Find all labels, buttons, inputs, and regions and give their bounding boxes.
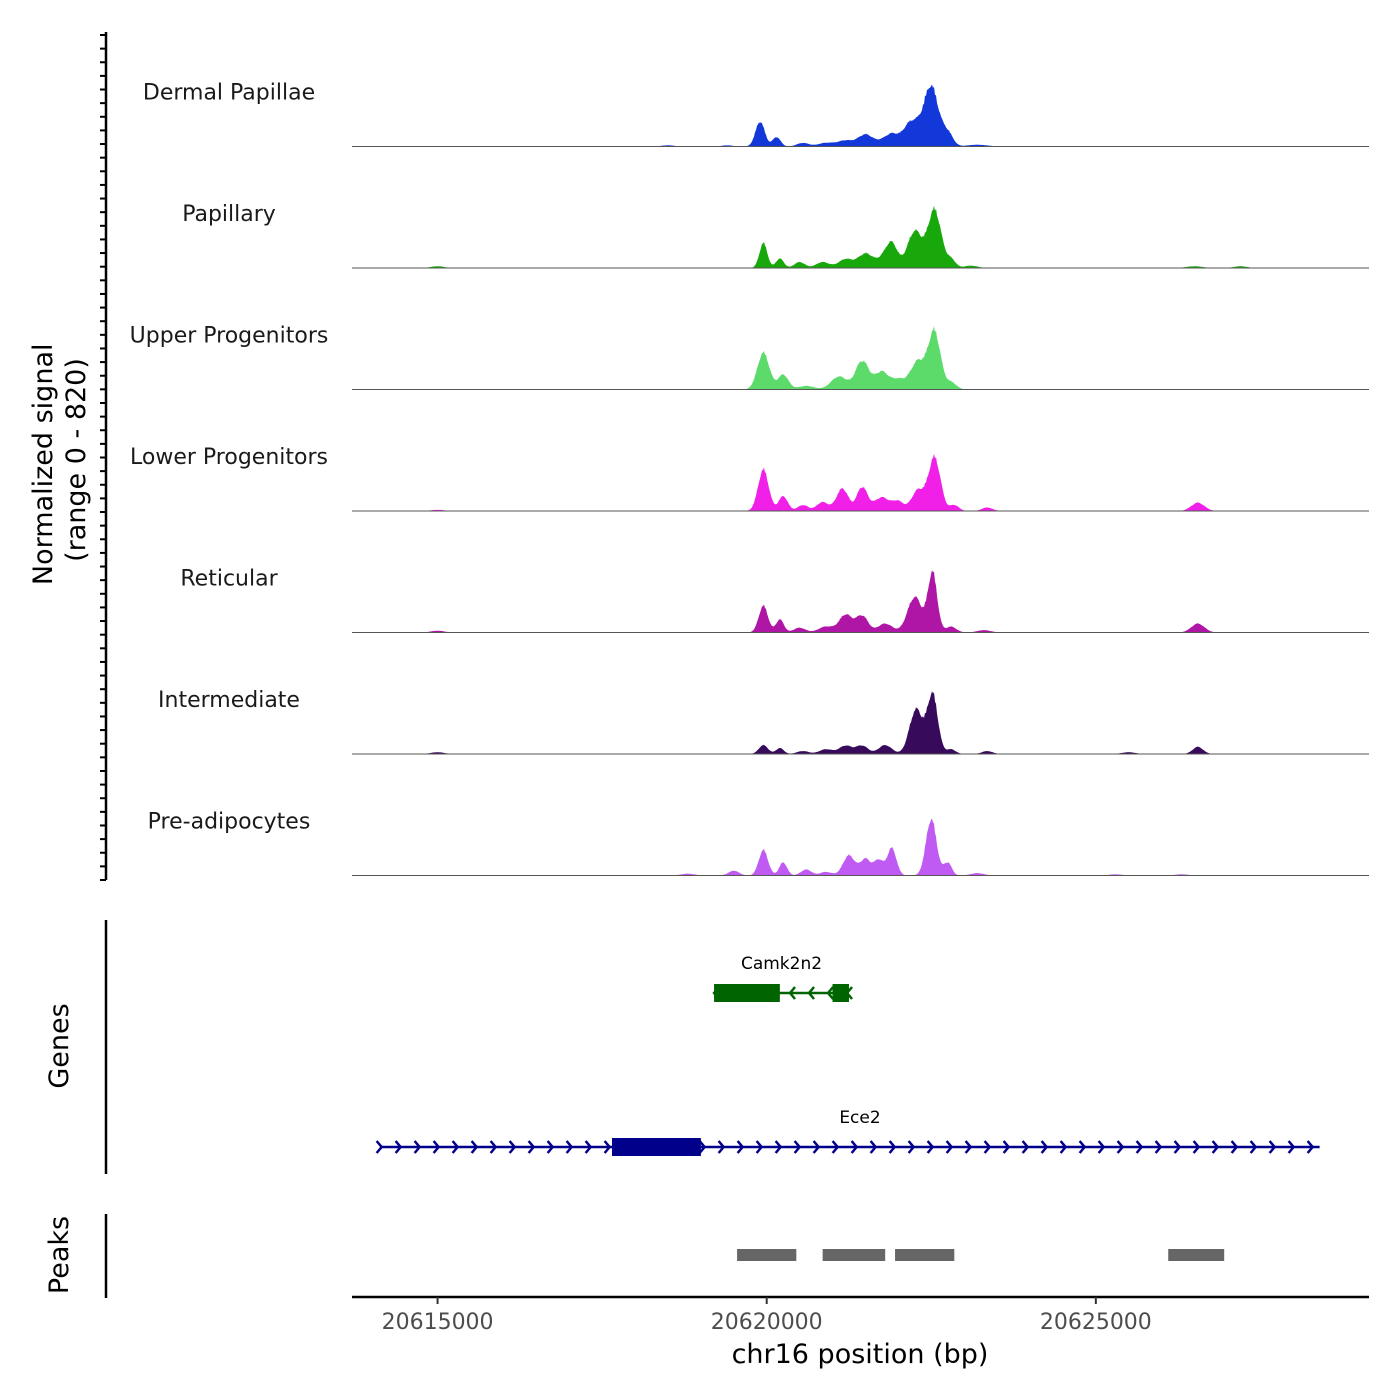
strand-arrow: [1154, 1140, 1163, 1154]
strand-arrow: [774, 1140, 783, 1154]
strand-arrow: [1268, 1140, 1277, 1154]
strand-arrow: [826, 986, 834, 1000]
x-tick-label: 20615000: [382, 1310, 494, 1335]
strand-arrow: [1002, 1140, 1011, 1154]
strand-arrow: [508, 1140, 517, 1154]
gene-ece2: Ece2: [375, 1108, 1320, 1156]
strand-arrow: [1249, 1140, 1258, 1154]
x-tick-label: 20620000: [711, 1310, 823, 1335]
strand-arrow: [565, 1140, 574, 1154]
strand-arrow: [1306, 1140, 1315, 1154]
track-label: Dermal Papillae: [143, 81, 315, 106]
strand-arrow: [1059, 1140, 1068, 1154]
signal-area: [352, 453, 1369, 511]
strand-arrow: [907, 1140, 916, 1154]
strand-arrow: [1192, 1140, 1201, 1154]
track-6: Pre-adipocytes: [148, 810, 1369, 876]
exon: [714, 984, 780, 1002]
peaks-label: Peaks: [44, 1216, 75, 1294]
strand-arrow: [432, 1140, 441, 1154]
strand-arrow: [698, 1140, 707, 1154]
track-1: Papillary: [182, 202, 1369, 269]
track-0: Dermal Papillae: [143, 81, 1369, 147]
track-label: Upper Progenitors: [130, 324, 329, 349]
peak-region: [895, 1249, 955, 1261]
signal-tracks: Dermal Papillae Papillary Upper Progenitor…: [130, 81, 1369, 876]
strand-arrow: [964, 1140, 973, 1154]
strand-arrow: [1230, 1140, 1239, 1154]
strand-arrow: [788, 986, 796, 1000]
strand-arrow: [394, 1140, 403, 1154]
strand-arrow: [831, 1140, 840, 1154]
signal-y-label-line1: Normalized signal: [28, 344, 59, 586]
exon: [612, 1138, 701, 1156]
strand-arrow: [603, 1140, 612, 1154]
signal-y-label-line2: (range 0 - 820): [61, 358, 92, 562]
strand-arrow: [926, 1140, 935, 1154]
track-3: Lower Progenitors: [130, 445, 1369, 512]
gene-track: Camk2n2 Ece2: [375, 954, 1320, 1156]
strand-arrow: [470, 1140, 479, 1154]
strand-arrow: [1135, 1140, 1144, 1154]
strand-arrow: [1287, 1140, 1296, 1154]
track-label: Reticular: [180, 567, 278, 592]
signal-area: [352, 818, 1369, 876]
strand-arrow: [1173, 1140, 1182, 1154]
track-5: Intermediate: [158, 688, 1369, 755]
x-tick-label: 20625000: [1040, 1310, 1152, 1335]
x-ticks: 20615000 20620000 20625000: [382, 1297, 1152, 1335]
peak-track: [737, 1249, 1225, 1261]
gene-camk2n2: Camk2n2: [712, 954, 853, 1002]
strand-arrow: [945, 1140, 954, 1154]
peak-region: [737, 1249, 797, 1261]
signal-area: [352, 691, 1369, 754]
strand-arrow: [850, 1140, 859, 1154]
track-label: Lower Progenitors: [130, 445, 328, 470]
strand-arrow: [1116, 1140, 1125, 1154]
strand-arrow: [527, 1140, 536, 1154]
strand-arrow: [413, 1140, 422, 1154]
x-axis-label: chr16 position (bp): [732, 1339, 989, 1370]
peak-region: [1168, 1249, 1225, 1261]
strand-arrow: [812, 1140, 821, 1154]
signal-area: [352, 326, 1369, 390]
track-label: Papillary: [182, 202, 276, 227]
strand-arrow: [375, 1140, 384, 1154]
strand-arrow: [717, 1140, 726, 1154]
signal-area: [352, 205, 1369, 268]
strand-arrow: [736, 1140, 745, 1154]
strand-arrow: [489, 1140, 498, 1154]
gene-name: Camk2n2: [741, 954, 822, 974]
strand-arrow: [1211, 1140, 1220, 1154]
strand-arrow: [983, 1140, 992, 1154]
exon: [832, 984, 849, 1002]
signal-y-label: Normalized signal (range 0 - 820): [28, 335, 92, 585]
strand-arrow: [807, 986, 815, 1000]
track-label: Intermediate: [158, 688, 300, 713]
strand-arrow: [888, 1140, 897, 1154]
strand-arrow: [1097, 1140, 1106, 1154]
peak-region: [822, 1249, 886, 1261]
genes-label: Genes: [44, 1003, 75, 1088]
strand-arrow: [755, 1140, 764, 1154]
signal-area: [352, 84, 1369, 147]
strand-arrow: [869, 1140, 878, 1154]
strand-arrow: [1040, 1140, 1049, 1154]
strand-arrow: [793, 1140, 802, 1154]
strand-arrow: [1021, 1140, 1030, 1154]
strand-arrow: [1078, 1140, 1087, 1154]
track-2: Upper Progenitors: [130, 324, 1369, 390]
signal-y-ticks: [100, 34, 106, 881]
gene-name: Ece2: [839, 1108, 880, 1128]
track-4: Reticular: [180, 567, 1369, 633]
track-label: Pre-adipocytes: [148, 810, 311, 835]
signal-area: [352, 570, 1369, 633]
strand-arrow: [584, 1140, 593, 1154]
strand-arrow: [546, 1140, 555, 1154]
strand-arrow: [451, 1140, 460, 1154]
